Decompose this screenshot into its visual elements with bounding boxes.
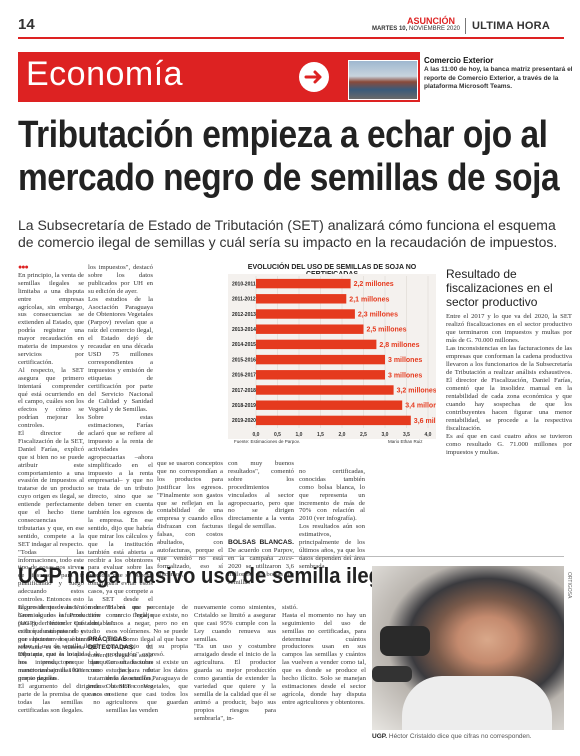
x-tick-label: 3,5 [403, 432, 410, 438]
category-label: 2011-2012 [232, 297, 256, 303]
sidebar-title: Resultado de fiscalizaciones en el secto… [446, 267, 553, 309]
secondary-headline: UGP niega masivo uso de semilla ilegal [18, 563, 398, 588]
value-label: 2,5 millones [367, 327, 407, 334]
chart-bar [256, 309, 355, 319]
photo-credit: ORTIGOSA [566, 572, 572, 599]
arrow-right-icon [299, 62, 329, 92]
page-number: 14 [18, 16, 35, 33]
article-text: que se usaron conceptos que no correspon… [157, 460, 223, 578]
value-label: 2,2 millones [354, 281, 394, 288]
value-label: 2,1 millones [349, 296, 389, 303]
article-text: "Habrá un porcentaje de comercio ilegal,… [106, 603, 188, 714]
article-text: En principio, la venta de semillas ilega… [18, 271, 84, 683]
date-day: MARTES 10, [371, 26, 408, 32]
category-label: 2013-2014 [232, 327, 256, 333]
category-label: 2012-2013 [232, 312, 256, 318]
side-news-body: A las 11:00 de hoy, la banca matriz pres… [424, 66, 573, 90]
x-tick-label: 1,5 [317, 432, 324, 438]
chart-bar [256, 294, 347, 304]
article-text: El presidente de la Unión de Gremios de … [18, 603, 100, 714]
subhead: PRÁCTICAS DETECTADAS. [88, 635, 136, 651]
section-divider [18, 556, 564, 557]
value-label: 3 millones [388, 357, 422, 364]
section-title: Economía [26, 55, 184, 93]
main-headline: Tributación empieza a echar ojo al merca… [18, 114, 560, 199]
chart-bar [256, 324, 364, 334]
article-text: nuevamente como simientes, Cristaldo se … [194, 603, 276, 722]
cristaldo-photo [372, 566, 564, 730]
chart-bar [256, 278, 351, 289]
chart-bar [256, 385, 394, 395]
category-label: 2017-2018 [232, 388, 256, 394]
x-tick-label: 4,0 [425, 432, 432, 438]
date-month: NOVIEMBRE 2020 [407, 26, 460, 32]
x-tick-label: 2,5 [360, 432, 367, 438]
side-news-title: Comercio Exterior [424, 56, 494, 65]
shirt [402, 676, 552, 730]
x-tick-label: 3,0 [382, 432, 389, 438]
value-label: 2,3 millones [358, 312, 398, 319]
city-label: ASUNCIÓN [406, 16, 455, 26]
article-text: sistió. Hasta el momento no hay un segui… [282, 603, 366, 706]
value-label: 3 millones [388, 372, 422, 379]
article-deck: La Subsecretaría de Estado de Tributació… [18, 217, 558, 250]
section-dots: ●●● [18, 264, 29, 271]
category-label: 2010-2011 [232, 281, 256, 287]
value-label: 3,6 millones [414, 418, 436, 425]
chart-bar [256, 370, 385, 380]
section-label: ULTIMA HORA [472, 20, 550, 32]
x-tick-label: 2,0 [339, 432, 346, 438]
chart-bar [256, 339, 377, 350]
article-text: los impuestos", destacó sobre los datos … [88, 264, 153, 627]
section-banner: Economía [18, 52, 420, 102]
value-label: 3,4 millones [405, 403, 436, 410]
ugp-column-4: sistió. Hasta el momento no hay un segui… [282, 596, 366, 715]
chart-credit: Mario Ethan Ruiz [388, 439, 423, 444]
caption-text: Héctor Cristaldo dice que cifras no corr… [387, 733, 532, 740]
sidebar-body: Entre el 2017 y lo que va del 2020, la S… [446, 313, 572, 456]
category-label: 2016-2017 [232, 373, 256, 379]
chart-bar [256, 415, 411, 426]
header-divider [465, 18, 466, 34]
port-thumbnail [348, 60, 418, 100]
caption-lead: UGP. [372, 733, 388, 740]
ugp-column-2: "Habrá un porcentaje de comercio ilegal,… [106, 596, 188, 723]
category-label: 2014-2015 [232, 342, 256, 348]
article-text: no certificadas, conocidas también como … [299, 467, 365, 570]
article-text: De acuerdo con Parpov, en la campaña 201… [228, 547, 294, 586]
photo-caption: UGP. Héctor Cristaldo dice que cifras no… [372, 733, 566, 740]
chart-plot: 0,0 0,5 1,0 1,5 2,0 2,5 3,0 3,5 4,0 2010-2011 2,2 … [228, 274, 436, 439]
date-label: MARTES 10, NOVIEMBRE 2020 [340, 26, 460, 32]
category-label: 2018-2019 [232, 403, 256, 409]
side-news: Comercio Exterior A las 11:00 de hoy, la… [424, 56, 574, 92]
x-tick-label: 0,5 [274, 432, 281, 438]
usage-chart: EVOLUCIÓN DEL USO DE SEMILLAS DE SOJA NO… [228, 264, 436, 454]
x-tick-label: 0,0 [253, 432, 260, 438]
page-header: 14 ASUNCIÓN MARTES 10, NOVIEMBRE 2020 UL… [18, 16, 564, 39]
article-column-5: no certificadas, conocidas también como … [299, 460, 365, 579]
category-label: 2019-2020 [232, 418, 256, 424]
x-tick-label: 1,0 [296, 432, 303, 438]
article-column-3: que se usaron conceptos que no correspon… [157, 460, 223, 579]
microphone [372, 666, 412, 682]
ugp-column-3: nuevamente como simientes, Cristaldo se … [194, 596, 276, 730]
article-column-2: los impuestos", destacó sobre los datos … [88, 264, 153, 699]
chart-bar [256, 354, 385, 365]
article-text: con muy buenos resultados", comentó sobr… [228, 460, 294, 531]
value-label: 3,2 millones [397, 388, 436, 395]
article-column-1: ●●● En principio, la venta de semillas i… [18, 264, 84, 683]
header-rule [18, 37, 564, 39]
article-column-4: con muy buenos resultados", comentó sobr… [228, 460, 294, 587]
sidebar-box: Resultado de fiscalizaciones en el secto… [446, 267, 572, 457]
category-label: 2015-2016 [232, 357, 256, 363]
chart-bar [256, 400, 403, 410]
subhead: BOLSAS BLANCAS. [228, 539, 294, 547]
ugp-column-1: El presidente de la Unión de Gremios de … [18, 596, 100, 723]
microphone [380, 626, 430, 656]
article-text: El comercio ilegal se suele blanquear en… [88, 643, 153, 699]
chart-source: Fuente: Estimaciones de Parpov. [234, 439, 300, 444]
value-label: 2,8 millones [379, 342, 419, 349]
